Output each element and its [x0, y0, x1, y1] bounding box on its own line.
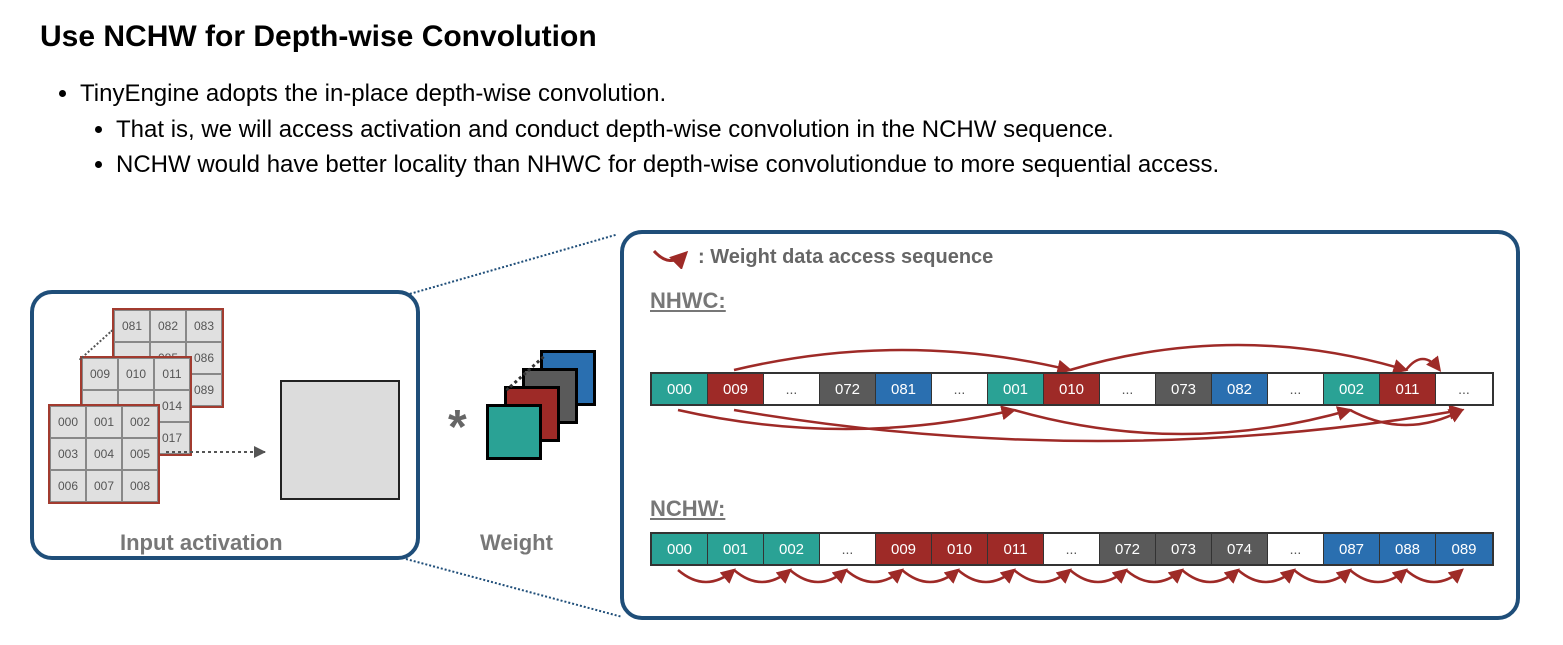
grid-cell: 001 — [86, 406, 122, 438]
mem-cell: ... — [932, 374, 988, 404]
grid-cell: 009 — [82, 358, 118, 390]
mem-cell: 010 — [932, 534, 988, 564]
grid-cell: 010 — [118, 358, 154, 390]
mem-cell: ... — [1100, 374, 1156, 404]
grid-cell: 004 — [86, 438, 122, 470]
bullet-list: TinyEngine adopts the in-place depth-wis… — [40, 78, 1523, 181]
mem-cell: ... — [820, 534, 876, 564]
grid-front: 000001002 003004005 006007008 — [48, 404, 160, 504]
grid-cell: 011 — [154, 358, 190, 390]
mem-cell: 073 — [1156, 534, 1212, 564]
grid-cell: 000 — [50, 406, 86, 438]
mem-cell: 001 — [708, 534, 764, 564]
nchw-label: NCHW: — [650, 496, 725, 522]
mem-cell: 011 — [988, 534, 1044, 564]
weight-square — [486, 404, 542, 460]
mem-cell: ... — [1436, 374, 1492, 404]
bullet-sub2: NCHW would have better locality than NHW… — [116, 149, 1523, 181]
mem-cell: 074 — [1212, 534, 1268, 564]
mem-cell: 000 — [652, 374, 708, 404]
grid-cell: 082 — [150, 310, 186, 342]
mem-cell: 011 — [1380, 374, 1436, 404]
input-activation-label: Input activation — [120, 530, 283, 556]
grid-cell: 003 — [50, 438, 86, 470]
grid-cell: 006 — [50, 470, 86, 502]
mem-cell: 072 — [1100, 534, 1156, 564]
dotted-connector-bottom — [406, 558, 621, 617]
bullet-sub1: That is, we will access activation and c… — [116, 114, 1523, 146]
mem-cell: 088 — [1380, 534, 1436, 564]
conv-asterisk: * — [448, 400, 467, 455]
diagram-container: 081082083085086088089 009010011014017 00… — [30, 230, 1520, 630]
mem-cell: 001 — [988, 374, 1044, 404]
mem-cell: 087 — [1324, 534, 1380, 564]
mem-cell: 000 — [652, 534, 708, 564]
nhwc-label: NHWC: — [650, 288, 726, 314]
mem-cell: 082 — [1212, 374, 1268, 404]
grid-cell: 007 — [86, 470, 122, 502]
nhwc-arrows-top — [650, 304, 1500, 374]
arrow-to-output — [166, 442, 276, 462]
mem-cell: ... — [1044, 534, 1100, 564]
mem-cell: ... — [1268, 374, 1324, 404]
mem-cell: 002 — [764, 534, 820, 564]
page-title: Use NCHW for Depth-wise Convolution — [40, 20, 1523, 54]
nchw-arrows — [650, 566, 1500, 606]
mem-cell: ... — [1268, 534, 1324, 564]
mem-cell: 010 — [1044, 374, 1100, 404]
grid-cell: 005 — [122, 438, 158, 470]
grid-cell: 008 — [122, 470, 158, 502]
grid-cell: 083 — [186, 310, 222, 342]
mem-cell: 089 — [1436, 534, 1492, 564]
weight-label: Weight — [480, 530, 553, 556]
mem-cell: 072 — [820, 374, 876, 404]
nhwc-arrows-bottom — [650, 406, 1500, 486]
mem-cell: ... — [764, 374, 820, 404]
mem-cell: 009 — [876, 534, 932, 564]
memory-panel: : Weight data access sequence NHWC: 0000… — [620, 230, 1520, 620]
mem-cell: 081 — [876, 374, 932, 404]
mem-cell: 009 — [708, 374, 764, 404]
input-activation-panel: 081082083085086088089 009010011014017 00… — [30, 290, 420, 560]
legend-text: : Weight data access sequence — [698, 246, 993, 269]
legend: : Weight data access sequence — [650, 246, 993, 269]
mem-cell: 073 — [1156, 374, 1212, 404]
nhwc-strip: 000009...072081...001010...073082...0020… — [650, 372, 1494, 406]
output-box — [280, 380, 400, 500]
nchw-strip: 000001002...009010011...072073074...0870… — [650, 532, 1494, 566]
legend-arrow-icon — [650, 247, 690, 269]
grid-cell: 002 — [122, 406, 158, 438]
grid-cell: 081 — [114, 310, 150, 342]
mem-cell: 002 — [1324, 374, 1380, 404]
bullet-main: TinyEngine adopts the in-place depth-wis… — [80, 78, 1523, 110]
dotted-connector-top — [406, 234, 616, 296]
